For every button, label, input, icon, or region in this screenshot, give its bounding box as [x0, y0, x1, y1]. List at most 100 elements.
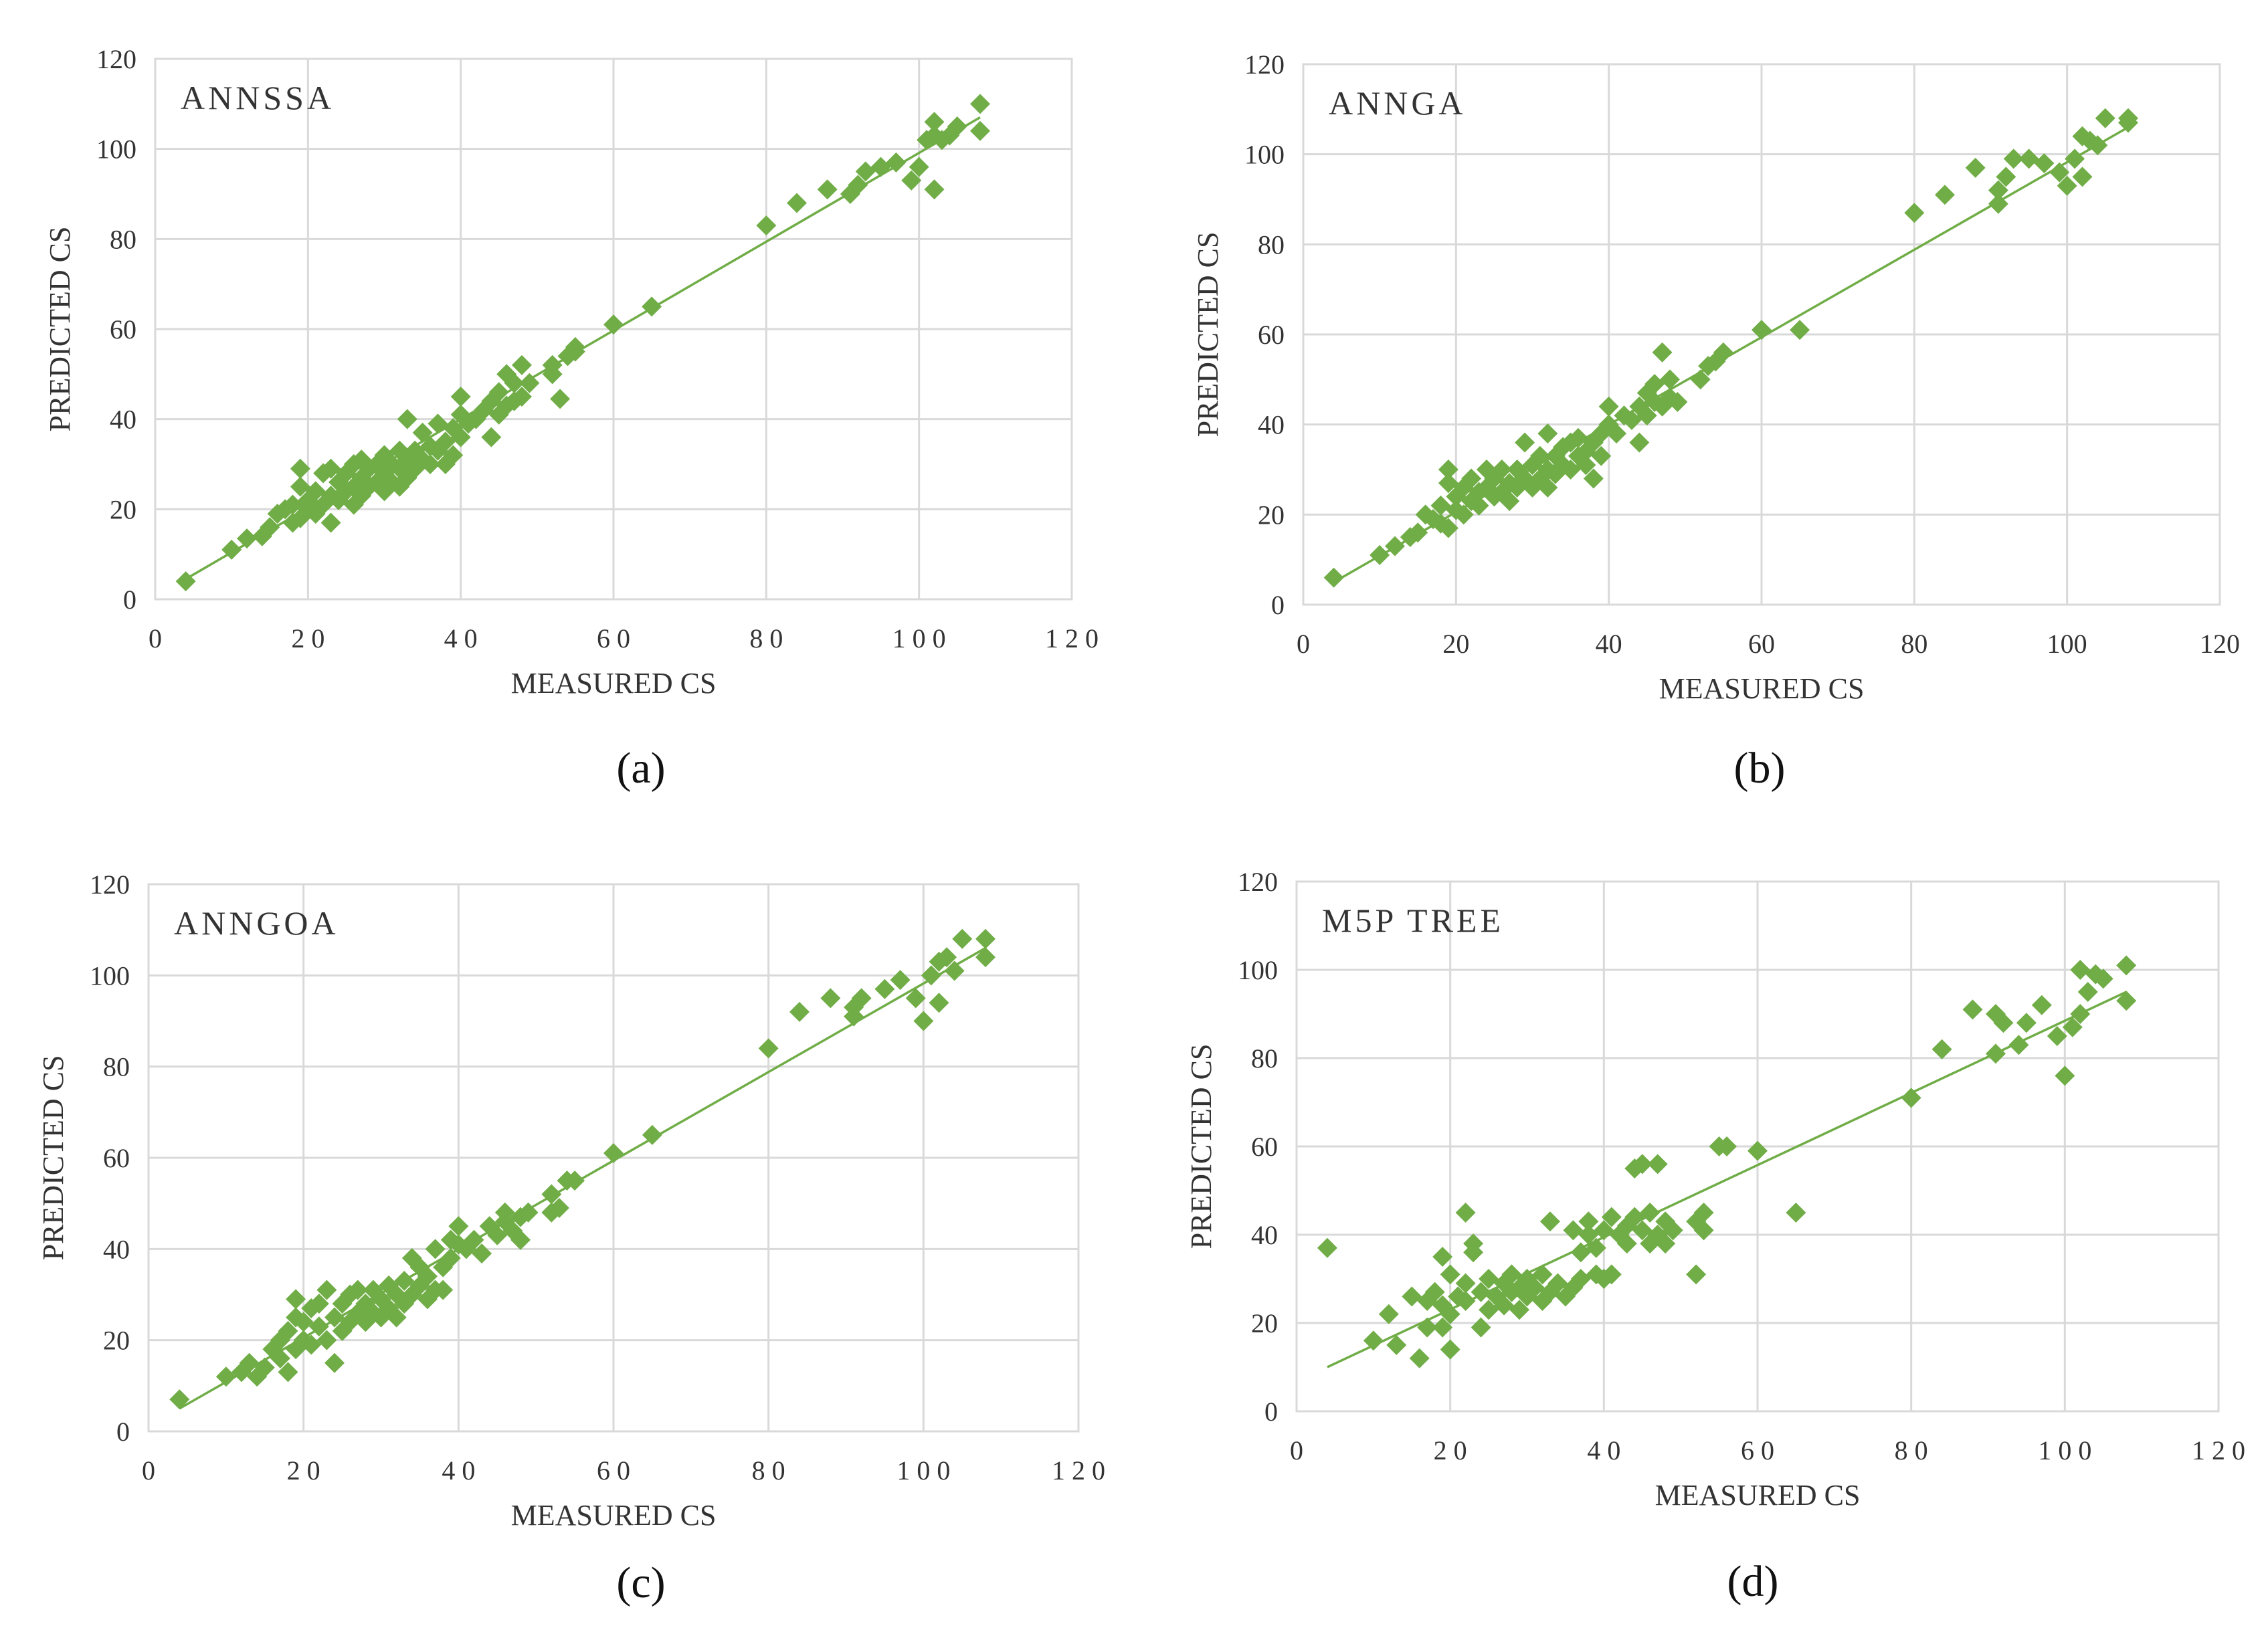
y-tick-label: 120 — [90, 870, 130, 900]
data-point — [316, 1280, 337, 1300]
data-point — [874, 979, 895, 999]
data-point — [603, 1143, 624, 1164]
y-tick-label: 60 — [110, 314, 136, 344]
data-point — [1578, 1211, 1599, 1232]
data-point — [2016, 1013, 2037, 1033]
data-point — [1647, 1154, 1668, 1175]
data-point — [1363, 1330, 1384, 1351]
y-tick-label: 80 — [1258, 229, 1285, 260]
x-tick-label: 2 0 — [1434, 1435, 1467, 1465]
data-point — [1455, 1273, 1476, 1294]
data-point — [924, 179, 945, 200]
data-point — [433, 1280, 454, 1300]
y-tick-label: 0 — [1264, 1397, 1278, 1427]
data-point — [789, 1001, 810, 1022]
data-point — [386, 1307, 407, 1328]
y-tick-label: 60 — [103, 1143, 130, 1173]
data-point — [464, 1229, 484, 1250]
data-point — [1424, 1282, 1445, 1302]
data-point — [565, 1170, 585, 1191]
data-point — [1409, 1348, 1430, 1368]
panels-group: 0 20 40 60 80 100 120 0 2 0 4 0 6 0 8 0 1 0 0 1 2 0 ME… — [37, 44, 2245, 1607]
data-point — [512, 354, 532, 375]
data-point — [1601, 1264, 1622, 1285]
data-point — [2057, 175, 2077, 196]
x-tick-label: 6 0 — [597, 623, 630, 653]
data-point — [1632, 1220, 1652, 1241]
data-point — [1904, 203, 1925, 223]
data-point — [1491, 460, 1512, 480]
data-point — [1985, 1043, 2006, 1064]
data-point — [1440, 1304, 1460, 1324]
data-point — [347, 1280, 368, 1300]
panel-caption: (c) — [616, 1558, 665, 1607]
x-tick-label: 4 0 — [1587, 1435, 1620, 1465]
data-point — [1640, 1203, 1661, 1223]
panel-caption: (a) — [616, 744, 665, 793]
data-point — [1583, 468, 1604, 489]
data-point — [1438, 518, 1458, 538]
data-point — [541, 1184, 562, 1205]
data-point — [2093, 968, 2113, 989]
y-tick-label: 60 — [1258, 320, 1285, 350]
data-point — [1432, 1247, 1453, 1267]
x-tick-label: 1 0 0 — [2038, 1435, 2091, 1465]
data-point — [1752, 320, 1772, 340]
plot-frame — [1295, 880, 2220, 1413]
plot-frame — [154, 58, 1073, 601]
data-point — [1993, 1013, 2014, 1033]
data-point — [450, 427, 471, 447]
chart-title: M5P TREE — [1322, 902, 1504, 939]
data-point — [324, 1352, 345, 1373]
data-point — [952, 928, 973, 949]
data-point — [1629, 432, 1650, 453]
data-point — [1563, 1220, 1584, 1241]
data-point — [308, 1316, 329, 1337]
data-point — [937, 947, 957, 968]
data-point — [1693, 1203, 1714, 1223]
x-tick-label: 4 0 — [442, 1455, 475, 1486]
x-tick-label: 8 0 — [752, 1455, 785, 1486]
data-point — [1996, 167, 2016, 187]
data-point — [1438, 473, 1458, 494]
plot-frame — [147, 883, 1080, 1433]
x-tick-label: 0 — [1290, 1435, 1303, 1465]
y-axis-title: PREDICTED CS — [43, 227, 76, 432]
data-point — [1586, 1237, 1606, 1258]
y-axis-title: PREDICTED CS — [1192, 232, 1224, 437]
data-point — [975, 947, 996, 968]
data-point — [1547, 1273, 1568, 1294]
data-point — [901, 170, 922, 191]
data-point — [1616, 1233, 1637, 1254]
y-tick-label: 100 — [96, 134, 136, 165]
data-point — [2070, 960, 2091, 980]
y-tick-label: 20 — [1258, 500, 1285, 530]
data-point — [1455, 1203, 1476, 1223]
x-axis-title: MEASURED CS — [1659, 672, 1865, 705]
data-point — [1529, 445, 1550, 466]
data-point — [488, 382, 509, 403]
data-point — [1432, 1317, 1453, 1338]
x-tick-label: 40 — [1596, 629, 1622, 659]
data-point — [1570, 1269, 1591, 1289]
y-tick-label: 120 — [96, 44, 136, 74]
panel-a: 0 20 40 60 80 100 120 0 2 0 4 0 6 0 8 0 1 0 0 1 2 0 ME… — [43, 44, 1099, 793]
data-point — [1591, 445, 1612, 466]
data-point — [2034, 153, 2055, 174]
data-point — [254, 1357, 275, 1378]
data-point — [1667, 392, 1688, 412]
data-point — [642, 296, 662, 317]
data-point — [2065, 148, 2085, 169]
x-tick-label: 120 — [2200, 629, 2240, 659]
x-tick-label: 8 0 — [749, 623, 783, 653]
x-tick-label: 6 0 — [1741, 1435, 1774, 1465]
data-point — [848, 175, 868, 195]
x-axis-title: MEASURED CS — [1655, 1479, 1861, 1512]
data-point — [278, 1321, 298, 1342]
data-point — [756, 215, 777, 236]
x-tick-label: 1 0 0 — [896, 1455, 950, 1486]
data-point — [472, 1243, 492, 1264]
data-point — [921, 965, 941, 986]
y-tick-label: 100 — [1244, 140, 1285, 170]
